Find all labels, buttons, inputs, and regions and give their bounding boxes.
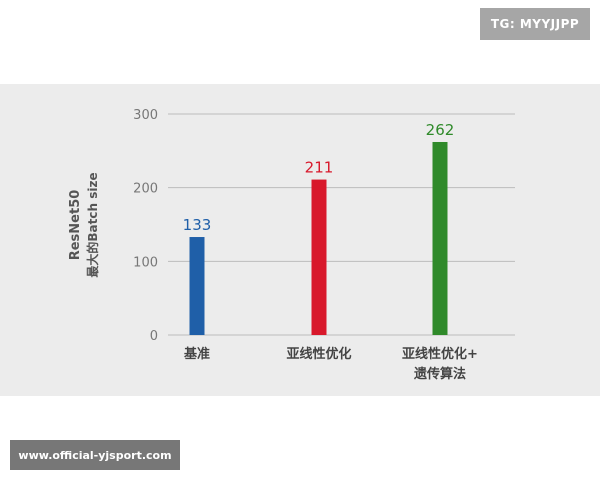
y-tick-label-200: 200 [133,182,158,197]
data-label-1: 211 [305,159,334,177]
y-axis-label: ResNet50 最大的Batch size [68,172,100,277]
bar-2 [432,141,448,335]
data-label-0: 133 [183,216,212,234]
x-tick-label-2-line1: 亚线性优化+ [402,346,478,362]
grid-lines [168,113,515,336]
x-tick-label-0-line1: 基准 [183,346,210,362]
y-axis-label-line1: ResNet50 [68,190,83,261]
chart-panel: 0 100 200 300 ResNet50 最大的Batch size 133 211 2… [0,84,600,396]
y-tick-labels: 0 100 200 300 [133,108,158,344]
watermark-badge-bottom: www.official-yjsport.com [10,440,180,470]
y-tick-label-100: 100 [133,255,158,270]
watermark-badge-top: TG: MYYJJPP [480,8,590,40]
bars [189,141,448,335]
y-tick-label-300: 300 [133,108,158,123]
x-tick-labels: 基准 亚线性优化 亚线性优化+ 遗传算法 [183,346,478,382]
x-tick-label-1-line1: 亚线性优化 [286,346,351,362]
y-tick-label-0: 0 [150,329,158,344]
bar-0 [189,237,205,335]
y-axis-label-group: ResNet50 最大的Batch size [68,172,100,277]
bar-1 [311,179,327,335]
x-tick-label-2-line2: 遗传算法 [413,366,466,382]
data-label-2: 262 [426,121,455,139]
y-axis-label-line2: 最大的Batch size [85,172,100,277]
data-labels: 133 211 262 [183,121,455,234]
bar-chart: 0 100 200 300 ResNet50 最大的Batch size 133 211 2… [68,108,515,382]
